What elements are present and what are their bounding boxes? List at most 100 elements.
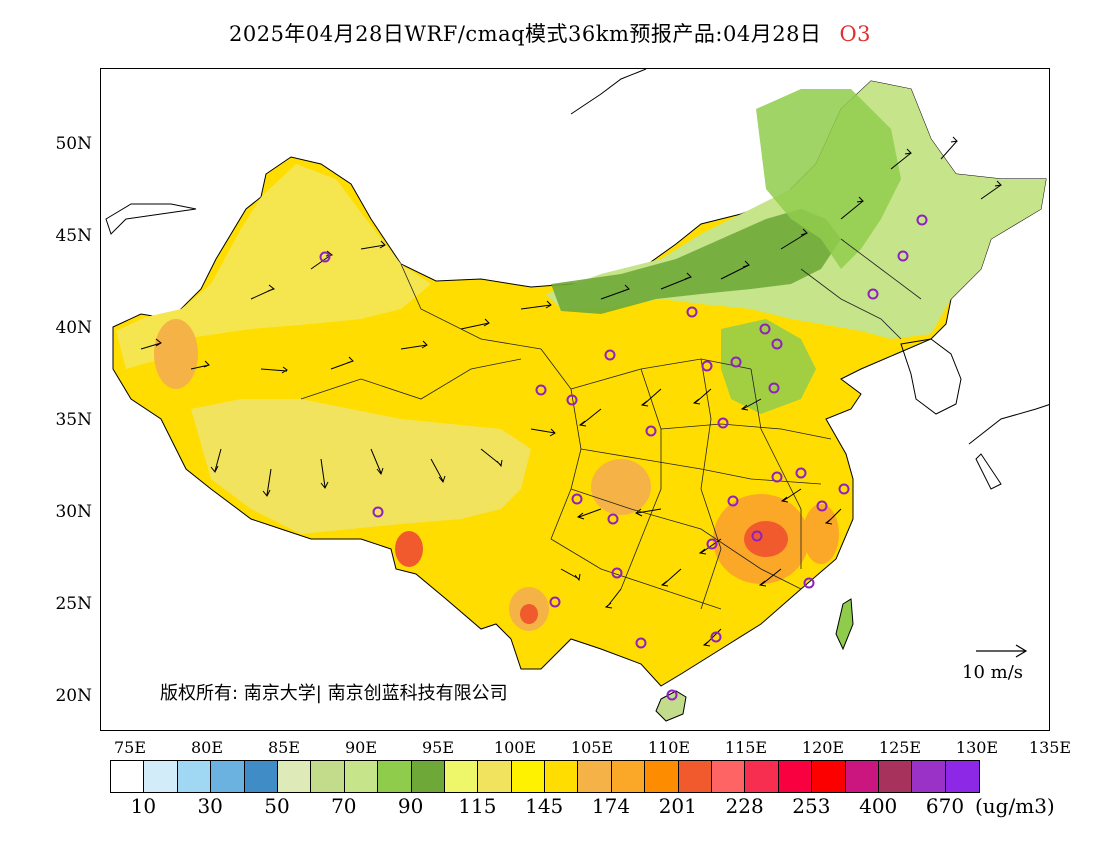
yunnan-hotspot-core (520, 604, 538, 624)
colorbar-label: 145 (525, 794, 564, 818)
station-marker (838, 483, 850, 495)
colorbar (110, 760, 981, 793)
tibet-east-hotspot (395, 531, 423, 567)
station-marker (666, 689, 678, 701)
station-marker (768, 382, 780, 394)
station-marker (549, 596, 561, 608)
station-marker (751, 530, 763, 542)
station-marker (771, 338, 783, 350)
colorbar-cell (812, 761, 846, 792)
station-marker (604, 349, 616, 361)
lon-label: 100E (493, 738, 537, 757)
colorbar-cell (311, 761, 345, 792)
station-marker (816, 500, 828, 512)
balkhash-outline (105, 203, 197, 235)
colorbar-label: 201 (658, 794, 697, 818)
korea-outline (900, 338, 962, 415)
wind-reference-label: 10 m/s (962, 662, 1023, 683)
colorbar-cell (511, 761, 546, 792)
station-marker (611, 567, 623, 579)
colorbar-label: 115 (458, 794, 497, 818)
map-title: 2025年04月28日WRF/cmaq模式36km预报产品:04月28日 O3 (0, 18, 1100, 48)
station-marker (717, 417, 729, 429)
northeast-dark-green-band (551, 209, 841, 314)
station-marker (795, 467, 807, 479)
lat-label: 25N (55, 594, 92, 614)
station-marker (803, 577, 815, 589)
colorbar-cell (611, 761, 646, 792)
wind-reference-arrow (976, 644, 1028, 658)
colorbar-label: 174 (591, 794, 631, 818)
colorbar-label: 670 (925, 794, 965, 818)
lat-label: 20N (55, 686, 92, 706)
colorbar-cell (211, 761, 245, 792)
lat-label: 35N (55, 410, 92, 430)
colorbar-cell (712, 761, 746, 792)
station-marker (759, 323, 771, 335)
colorbar-cell (745, 761, 779, 792)
colorbar-cell (277, 761, 312, 792)
lat-label: 40N (55, 318, 92, 338)
colorbar-cell (945, 761, 980, 792)
wind-vectors (140, 136, 1003, 647)
copyright-text: 版权所有: 南京大学| 南京创蓝科技有限公司 (160, 683, 508, 704)
lat-label: 45N (55, 226, 92, 246)
colorbar-cell (778, 761, 813, 792)
colorbar-label: 10 (130, 794, 157, 818)
lon-label: 125E (878, 738, 922, 757)
station-marker (571, 493, 583, 505)
lon-label: 80E (190, 738, 224, 757)
colorbar-cell (444, 761, 479, 792)
station-marker (727, 495, 739, 507)
station-marker (535, 384, 547, 396)
lon-label: 130E (955, 738, 999, 757)
colorbar-label: 70 (331, 794, 357, 818)
station-marker (867, 288, 879, 300)
colorbar-unit: (ug/m3) (975, 794, 1055, 818)
lon-label: 75E (113, 738, 147, 757)
station-marker (607, 513, 619, 525)
xinjiang-zone (116, 164, 431, 369)
station-marker (730, 356, 742, 368)
jiangxi-hotspot-core (744, 521, 788, 557)
station-marker (897, 250, 909, 262)
ozone-map (100, 68, 1050, 731)
colorbar-cell (678, 761, 713, 792)
north-china-green-patch (721, 319, 816, 414)
japan-outline (968, 404, 1049, 490)
colorbar-cell (111, 761, 145, 792)
colorbar-label: 90 (397, 794, 424, 818)
lon-label: 110E (647, 738, 691, 757)
lon-label: 105E (570, 738, 614, 757)
colorbar-cell (144, 761, 178, 792)
map-canvas (105, 69, 1049, 722)
colorbar-cell (845, 761, 879, 792)
station-marker (566, 394, 578, 406)
lon-label: 85E (267, 738, 301, 757)
colorbar-label: 400 (859, 794, 898, 818)
tibet-zone (191, 399, 531, 534)
station-marker (319, 251, 331, 263)
station-marker (701, 360, 713, 372)
station-marker (645, 425, 657, 437)
colorbar-cell (545, 761, 579, 792)
colorbar-label: 253 (792, 794, 831, 818)
station-marker (771, 471, 783, 483)
sakhalin-outline (570, 69, 647, 115)
zhejiang-hotspot (803, 504, 839, 564)
lon-label: 120E (801, 738, 845, 757)
xinjiang-hotspot (154, 319, 198, 389)
hainan-island (655, 690, 687, 722)
colorbar-cell (378, 761, 412, 792)
station-markers (319, 214, 928, 701)
colorbar-cell (177, 761, 212, 792)
station-marker (686, 306, 698, 318)
station-marker (710, 631, 722, 643)
lat-label: 30N (55, 502, 92, 522)
colorbar-label: 50 (264, 794, 290, 818)
colorbar-cell (645, 761, 679, 792)
lat-label: 50N (55, 134, 92, 154)
taiwan-island (835, 598, 854, 651)
station-marker (635, 637, 647, 649)
colorbar-label: 228 (725, 794, 764, 818)
